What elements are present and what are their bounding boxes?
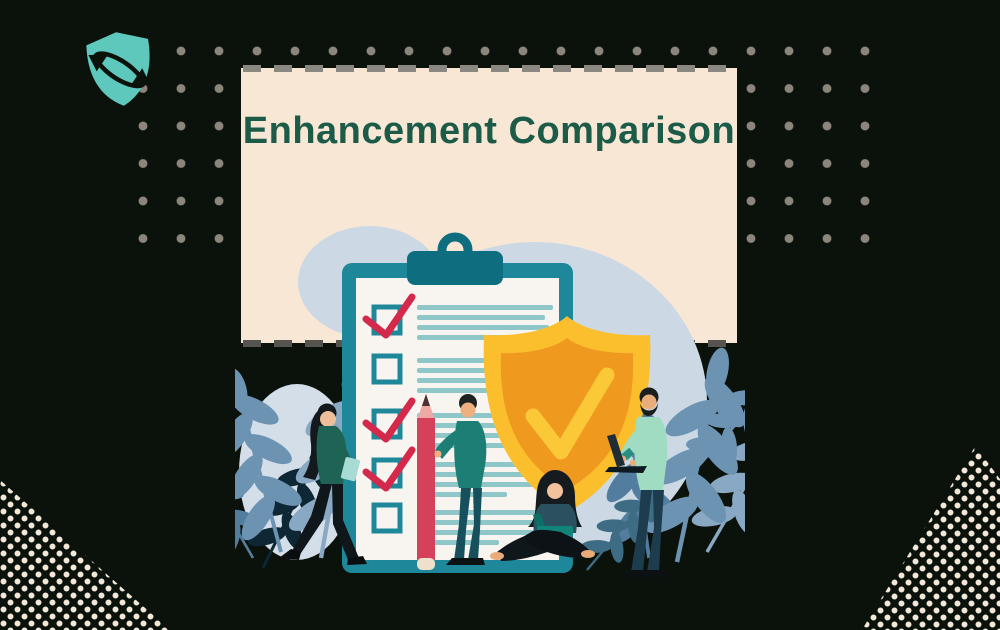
checkmark-icon [362,446,416,492]
person-man-laptop [605,387,668,577]
security-checklist-illustration [235,226,745,580]
page-title: Enhancement Comparison [242,110,736,152]
halftone-triangle-right [861,446,1000,630]
dashed-border-top [243,65,737,72]
pencil-icon [417,394,435,570]
checklist [362,293,416,534]
shield-check-icon [483,316,651,513]
person-man-pencil [434,394,487,565]
checkbox-5 [371,502,403,534]
shield-sync-icon [86,32,151,106]
checkmark-icon [362,397,416,443]
checkbox-2 [371,353,403,385]
person-woman-tablet [279,403,367,565]
halftone-triangle-left [0,480,170,630]
person-sitting-laptop [490,470,595,561]
checkmark-icon [362,293,416,339]
